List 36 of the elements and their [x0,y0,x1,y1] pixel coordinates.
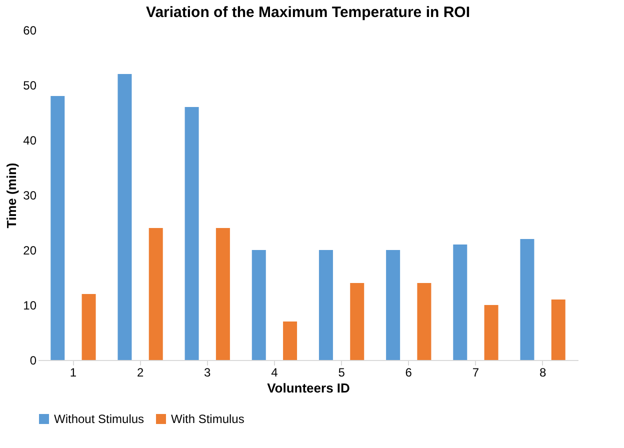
y-tick-label: 30 [23,188,37,202]
bar [318,250,333,360]
legend-label: Without Stimulus [54,412,144,426]
y-tick-label: 40 [23,134,37,148]
x-tick-label: 6 [405,366,412,380]
bar [82,294,96,360]
y-axis-title: Time (min) [4,162,20,228]
x-axis-title: Volunteers ID [267,380,350,396]
bar [520,239,534,360]
bar [386,250,400,360]
bar [252,250,266,360]
x-tick-label: 2 [136,366,144,380]
bar [484,305,498,360]
y-tick-label: 50 [23,78,37,92]
bar [50,96,65,360]
y-tick-label: 10 [23,298,37,312]
y-tick-label: 60 [23,24,37,38]
bar [283,322,298,360]
x-tick-label: 5 [338,366,346,380]
x-tick-label: 8 [539,366,546,380]
bar [216,228,230,360]
bar [148,228,163,360]
bar [184,107,199,360]
x-tick-label: 3 [204,366,212,380]
bar [417,283,432,360]
legend-label: With Stimulus [171,412,244,426]
chart-title: Variation of the Maximum Temperature in ROI [146,4,470,21]
bar [551,300,566,360]
bar [350,283,364,360]
x-tick-label: 1 [70,366,77,380]
bar [453,244,468,360]
x-tick-label: 4 [271,366,278,380]
y-tick-label: 20 [23,244,37,258]
y-tick-label: 0 [30,354,37,368]
bar [118,74,132,360]
x-tick-label: 7 [472,366,480,380]
